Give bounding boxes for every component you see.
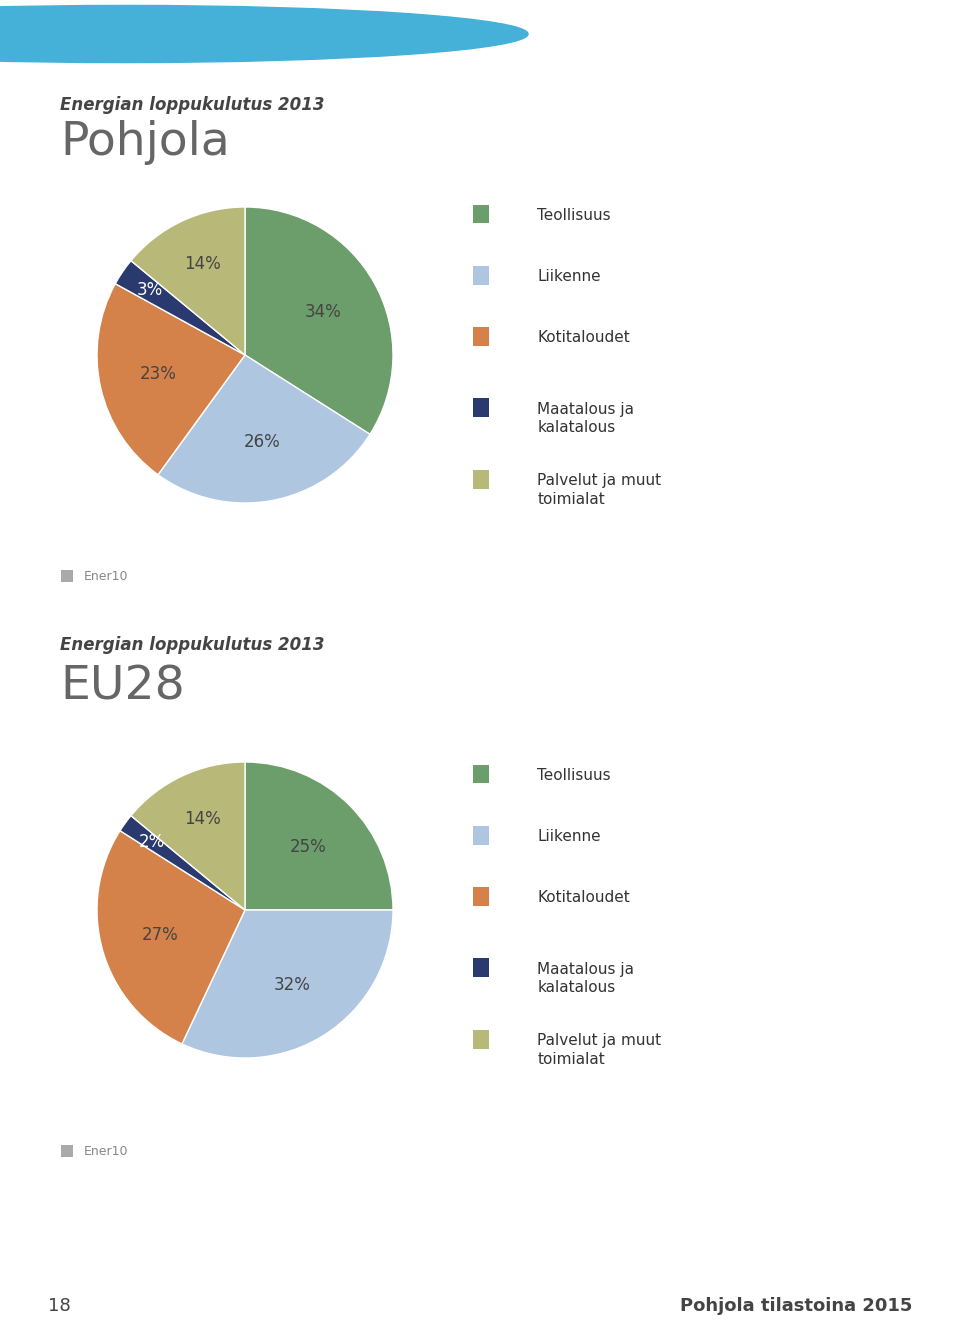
Text: 14%: 14% — [183, 810, 221, 828]
Text: Energian loppukulutus 2013: Energian loppukulutus 2013 — [60, 95, 324, 114]
Text: Maatalous ja
kalatalous: Maatalous ja kalatalous — [538, 401, 635, 436]
Wedge shape — [182, 910, 393, 1057]
Wedge shape — [120, 816, 245, 910]
Text: Palvelut ja muut
toimialat: Palvelut ja muut toimialat — [538, 473, 661, 507]
FancyBboxPatch shape — [473, 1030, 490, 1048]
Text: Ilmasto ja energia: Ilmasto ja energia — [690, 28, 931, 52]
Text: Pohjola: Pohjola — [60, 121, 229, 166]
Text: Energian loppukulutus 2013: Energian loppukulutus 2013 — [60, 636, 324, 655]
Bar — [60, 1145, 73, 1157]
Wedge shape — [245, 762, 393, 910]
FancyBboxPatch shape — [473, 327, 490, 346]
Wedge shape — [131, 207, 245, 355]
Text: 34%: 34% — [304, 303, 341, 321]
Text: Teollisuus: Teollisuus — [538, 208, 611, 223]
Text: 26%: 26% — [243, 433, 280, 452]
Text: Palvelut ja muut
toimialat: Palvelut ja muut toimialat — [538, 1034, 661, 1067]
Text: Ener10: Ener10 — [84, 570, 129, 583]
Text: 18: 18 — [48, 1297, 71, 1314]
Text: Ener10: Ener10 — [84, 1145, 129, 1158]
Wedge shape — [245, 207, 393, 435]
Text: 14%: 14% — [183, 254, 221, 273]
Text: Maatalous ja
kalatalous: Maatalous ja kalatalous — [538, 962, 635, 995]
Bar — [60, 570, 73, 583]
Wedge shape — [158, 355, 370, 504]
Text: 25%: 25% — [289, 839, 326, 856]
Text: Pohjola tilastoina 2015: Pohjola tilastoina 2015 — [680, 1297, 912, 1314]
FancyBboxPatch shape — [473, 958, 490, 977]
Text: Teollisuus: Teollisuus — [538, 768, 611, 783]
Text: Kotitaloudet: Kotitaloudet — [538, 890, 630, 905]
Circle shape — [0, 5, 528, 62]
Wedge shape — [97, 831, 245, 1044]
Text: Liikenne: Liikenne — [538, 829, 601, 844]
Wedge shape — [97, 284, 245, 474]
Text: 2%: 2% — [138, 833, 165, 851]
Text: 3%: 3% — [136, 281, 162, 299]
Wedge shape — [115, 261, 245, 355]
FancyBboxPatch shape — [473, 765, 490, 783]
FancyBboxPatch shape — [473, 204, 490, 224]
FancyBboxPatch shape — [473, 266, 490, 285]
FancyBboxPatch shape — [473, 470, 490, 489]
FancyBboxPatch shape — [473, 886, 490, 906]
FancyBboxPatch shape — [473, 825, 490, 844]
Text: 23%: 23% — [140, 366, 177, 383]
Text: 27%: 27% — [141, 926, 179, 943]
Text: EU28: EU28 — [60, 665, 184, 710]
Text: Kotitaloudet: Kotitaloudet — [538, 330, 630, 346]
Wedge shape — [131, 762, 245, 910]
FancyBboxPatch shape — [473, 399, 490, 417]
Text: Liikenne: Liikenne — [538, 269, 601, 285]
Text: 32%: 32% — [275, 977, 311, 994]
